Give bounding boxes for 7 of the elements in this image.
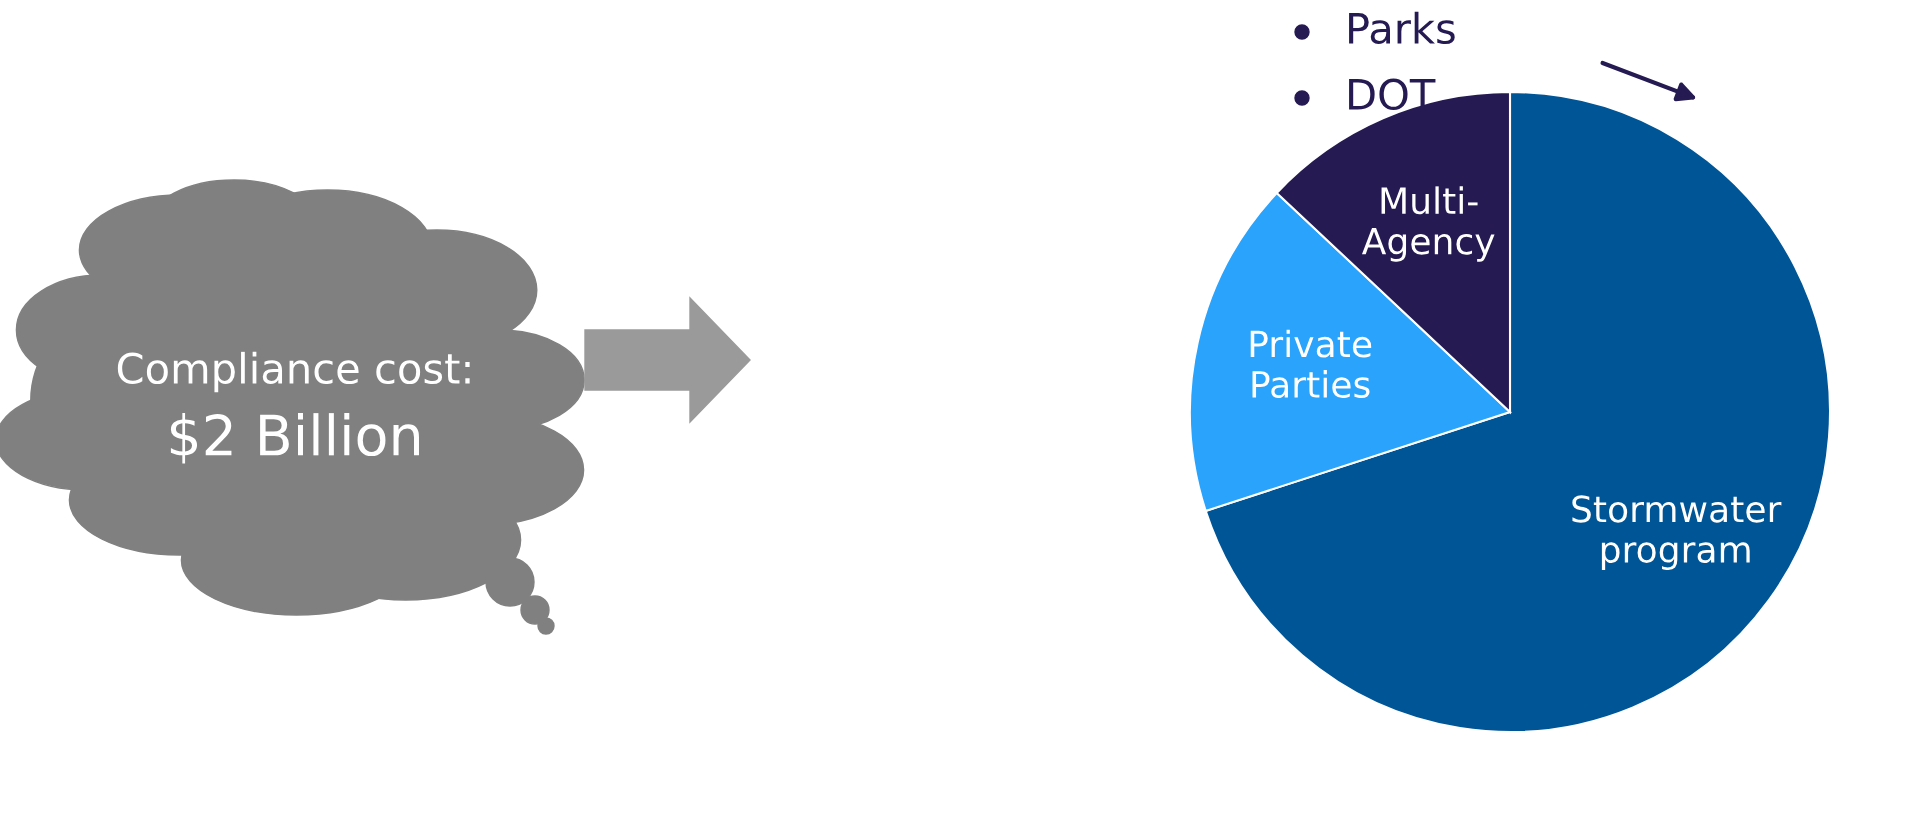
text: Compliance cost:: [117, 351, 470, 393]
slice-label: Multi- Agency: [1361, 186, 1495, 262]
text: Parks: [1349, 11, 1455, 45]
text: $2 Billion: [170, 413, 419, 464]
slice-label: Stormwater program: [1572, 495, 1782, 571]
slice-label: Private Parties: [1250, 329, 1372, 399]
text: DOT: [1349, 78, 1436, 111]
